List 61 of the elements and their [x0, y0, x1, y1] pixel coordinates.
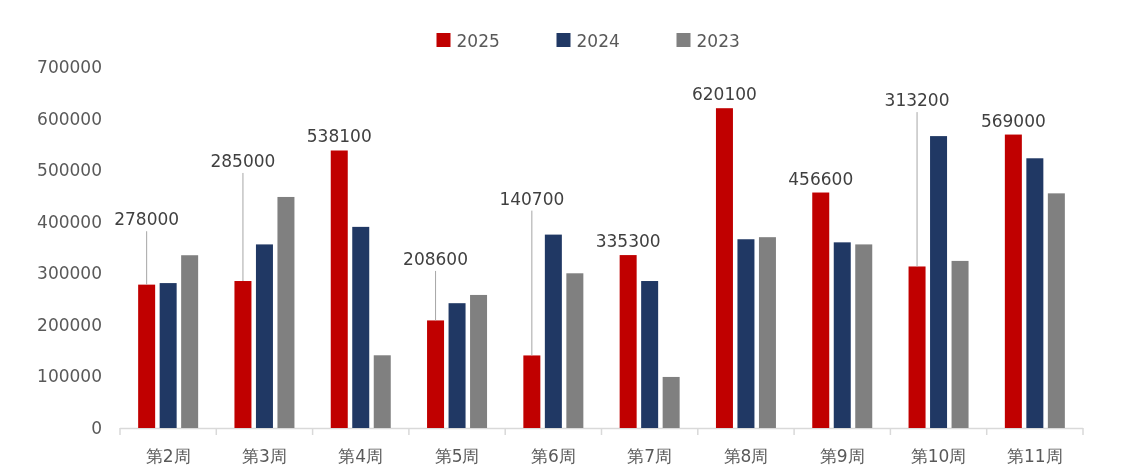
legend-label: 2024	[576, 31, 620, 51]
x-tick-label: 第4周	[338, 446, 384, 466]
bar	[908, 266, 926, 428]
bar	[855, 244, 873, 428]
bar	[181, 255, 199, 428]
x-tick-label: 第5周	[434, 446, 480, 466]
bar	[715, 108, 733, 428]
y-tick-label: 400000	[37, 211, 102, 232]
y-tick-label: 100000	[37, 366, 102, 387]
data-label: 140700	[499, 188, 565, 209]
data-label: 313200	[884, 90, 950, 111]
bar	[448, 303, 466, 428]
bar	[352, 226, 370, 428]
bar	[758, 237, 776, 428]
bar	[1047, 193, 1065, 428]
x-tick-label: 第7周	[627, 446, 673, 466]
x-tick-label: 第6周	[530, 446, 576, 466]
y-tick-label: 200000	[37, 314, 102, 335]
legend-label: 2025	[456, 31, 500, 51]
x-tick-label: 第2周	[145, 446, 191, 466]
data-label: 285000	[210, 150, 276, 171]
bar	[833, 242, 851, 428]
bar	[138, 284, 156, 428]
data-label: 208600	[403, 248, 468, 269]
y-tick-label: 300000	[37, 263, 102, 284]
data-label: 538100	[306, 126, 372, 147]
legend-label: 2023	[696, 31, 740, 51]
data-label: 335300	[595, 231, 661, 252]
data-label: 620100	[692, 84, 757, 105]
bar	[1004, 134, 1022, 428]
x-tick-label: 第3周	[242, 446, 287, 466]
bar	[662, 376, 680, 428]
x-tick-label: 第10周	[910, 446, 967, 466]
bar	[159, 283, 177, 428]
bar	[619, 255, 637, 428]
bar	[470, 294, 488, 428]
data-label: 569000	[980, 110, 1046, 131]
data-label: 278000	[114, 209, 180, 230]
bar	[1026, 158, 1044, 428]
x-tick-label: 第11周	[1007, 446, 1063, 466]
x-tick-label: 第9周	[819, 446, 865, 466]
bar	[373, 355, 391, 428]
bar	[641, 281, 659, 428]
bar	[544, 234, 562, 428]
y-tick-label: 500000	[37, 160, 102, 181]
y-tick-label: 0	[91, 418, 102, 438]
bar	[737, 239, 755, 428]
bar	[523, 355, 541, 428]
data-label: 456600	[788, 168, 854, 189]
x-tick-label: 第8周	[723, 446, 769, 466]
bar	[277, 196, 295, 428]
bar	[812, 192, 830, 428]
y-tick-label: 600000	[37, 108, 102, 129]
bar	[951, 260, 969, 428]
bar	[255, 244, 273, 428]
bar	[930, 136, 948, 428]
y-tick-label: 700000	[37, 57, 102, 77]
bar	[234, 281, 252, 428]
bar	[330, 150, 348, 428]
bar	[427, 320, 445, 428]
bar	[566, 273, 584, 428]
